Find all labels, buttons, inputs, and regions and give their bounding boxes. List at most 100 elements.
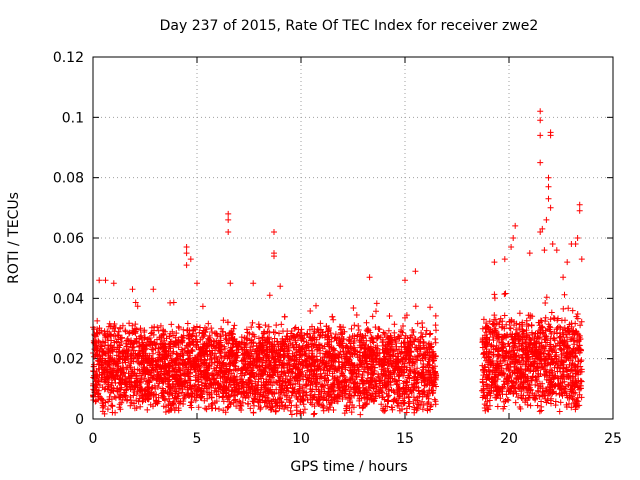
data-point bbox=[575, 358, 582, 365]
data-point bbox=[294, 331, 301, 338]
data-point bbox=[360, 359, 367, 366]
data-point bbox=[516, 321, 523, 328]
data-points bbox=[90, 108, 585, 418]
data-point bbox=[315, 341, 322, 348]
data-point bbox=[523, 345, 530, 352]
data-point bbox=[208, 341, 215, 348]
data-point bbox=[331, 375, 338, 382]
data-point bbox=[396, 393, 403, 400]
data-point bbox=[304, 330, 311, 337]
data-point bbox=[507, 325, 514, 332]
data-point bbox=[519, 326, 526, 333]
data-point bbox=[211, 387, 218, 394]
data-point bbox=[201, 397, 208, 404]
data-point bbox=[372, 378, 378, 385]
data-point bbox=[398, 369, 404, 376]
chart-title: Day 237 of 2015, Rate Of TEC Index for r… bbox=[160, 18, 539, 34]
data-point bbox=[358, 376, 365, 383]
data-point bbox=[278, 368, 285, 375]
data-point bbox=[230, 340, 237, 347]
data-point bbox=[480, 367, 486, 374]
data-point bbox=[560, 373, 567, 380]
data-point bbox=[106, 362, 113, 368]
data-point bbox=[122, 340, 129, 347]
data-point bbox=[211, 399, 218, 406]
data-point bbox=[547, 366, 554, 373]
data-point bbox=[432, 363, 438, 370]
data-point bbox=[279, 402, 286, 409]
data-point bbox=[554, 340, 561, 347]
data-point bbox=[335, 392, 342, 399]
data-point bbox=[327, 404, 334, 411]
data-point bbox=[524, 401, 531, 408]
data-point bbox=[318, 390, 325, 396]
data-point bbox=[264, 363, 271, 370]
data-point bbox=[200, 374, 206, 381]
data-point bbox=[259, 349, 266, 356]
data-point bbox=[356, 402, 363, 409]
data-point bbox=[378, 361, 385, 368]
data-point bbox=[530, 368, 537, 375]
data-point bbox=[170, 348, 177, 355]
data-point bbox=[145, 371, 152, 378]
data-point bbox=[308, 353, 315, 360]
data-point bbox=[387, 382, 394, 388]
data-point bbox=[105, 348, 111, 355]
data-point bbox=[239, 346, 246, 353]
data-point bbox=[552, 349, 559, 356]
data-point bbox=[134, 378, 141, 385]
data-point bbox=[556, 408, 563, 415]
data-point bbox=[273, 386, 280, 393]
data-point bbox=[218, 354, 225, 361]
data-point bbox=[118, 384, 125, 391]
data-point bbox=[322, 360, 329, 367]
data-point bbox=[406, 359, 413, 366]
data-point bbox=[217, 333, 223, 340]
data-point bbox=[160, 345, 167, 352]
data-point bbox=[253, 382, 260, 389]
data-point bbox=[330, 381, 337, 388]
data-point bbox=[163, 365, 170, 372]
data-point bbox=[297, 410, 304, 417]
data-point bbox=[269, 345, 276, 352]
data-point bbox=[567, 353, 574, 360]
data-point bbox=[432, 322, 439, 329]
data-point bbox=[188, 404, 195, 411]
data-point bbox=[411, 353, 418, 360]
data-point bbox=[242, 370, 249, 376]
data-point bbox=[419, 398, 425, 405]
data-point bbox=[294, 395, 301, 402]
data-point bbox=[369, 336, 376, 342]
data-point bbox=[320, 403, 327, 410]
data-point bbox=[389, 337, 396, 344]
data-point bbox=[272, 356, 279, 363]
data-point bbox=[304, 374, 311, 381]
data-point bbox=[384, 348, 391, 355]
data-point bbox=[123, 366, 130, 373]
data-point bbox=[269, 404, 276, 411]
data-point bbox=[543, 376, 550, 383]
data-point bbox=[374, 334, 381, 341]
data-point bbox=[394, 381, 401, 388]
data-point bbox=[313, 302, 319, 309]
data-point bbox=[424, 381, 431, 388]
data-point bbox=[233, 343, 240, 350]
data-point bbox=[295, 326, 302, 333]
data-point bbox=[288, 392, 295, 399]
data-point bbox=[321, 354, 328, 360]
data-point bbox=[388, 404, 395, 411]
data-point bbox=[197, 350, 204, 357]
data-point bbox=[539, 329, 546, 336]
data-point bbox=[389, 341, 396, 348]
data-point bbox=[361, 394, 368, 401]
data-point bbox=[266, 349, 273, 356]
data-point bbox=[373, 383, 380, 390]
data-point bbox=[250, 409, 257, 416]
data-point bbox=[243, 340, 250, 347]
data-point bbox=[308, 366, 314, 373]
data-point bbox=[372, 390, 379, 396]
data-point bbox=[236, 388, 242, 395]
data-point bbox=[93, 397, 100, 404]
data-point bbox=[227, 347, 234, 354]
data-point bbox=[211, 330, 218, 337]
